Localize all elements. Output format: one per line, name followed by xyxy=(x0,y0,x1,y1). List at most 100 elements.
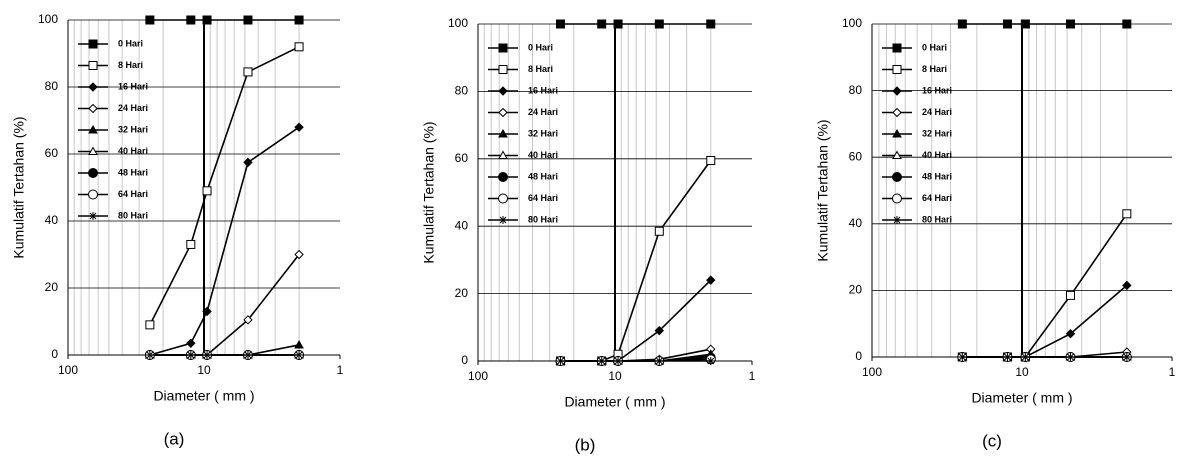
legend-label: 40 Hari xyxy=(118,146,148,156)
marker xyxy=(203,351,212,359)
legend-label: 48 Hari xyxy=(922,171,952,181)
marker xyxy=(88,61,98,70)
marker xyxy=(498,86,508,96)
marker xyxy=(706,155,716,165)
marker xyxy=(957,19,967,29)
y-tick-label: 80 xyxy=(849,83,863,97)
marker xyxy=(892,128,902,138)
marker xyxy=(145,15,155,25)
marker xyxy=(294,339,304,349)
y-axis-label: Kumulatif Tertahan (%) xyxy=(421,121,437,263)
legend-label: 24 Hari xyxy=(922,107,952,117)
marker xyxy=(88,146,98,155)
series-line xyxy=(962,284,1128,358)
x-tick-label: 1 xyxy=(1169,365,1176,379)
marker xyxy=(1066,353,1075,361)
marker xyxy=(186,239,196,249)
marker xyxy=(243,157,253,168)
marker xyxy=(654,19,664,29)
marker xyxy=(88,124,98,134)
legend-label: 48 Hari xyxy=(528,171,558,181)
marker xyxy=(892,150,902,159)
y-tick-label: 100 xyxy=(38,12,58,26)
legend-label: 32 Hari xyxy=(528,128,558,138)
legend-label: 0 Hari xyxy=(528,42,553,52)
marker xyxy=(706,19,716,29)
marker xyxy=(498,193,508,204)
legend-label: 32 Hari xyxy=(118,124,148,134)
y-tick-label: 20 xyxy=(849,283,863,297)
marker xyxy=(1122,209,1132,219)
marker xyxy=(498,150,508,159)
marker xyxy=(654,226,664,236)
marker xyxy=(893,216,901,224)
marker xyxy=(145,351,154,359)
y-tick-label: 0 xyxy=(51,347,58,361)
marker xyxy=(1021,353,1030,361)
legend-label: 80 Hari xyxy=(528,214,558,224)
marker xyxy=(1122,353,1131,361)
marker xyxy=(1003,353,1012,361)
marker xyxy=(1002,19,1012,29)
y-tick-label: 20 xyxy=(45,280,59,294)
marker xyxy=(613,19,623,29)
marker xyxy=(892,86,902,96)
y-tick-label: 60 xyxy=(849,149,863,163)
y-tick-label: 0 xyxy=(461,353,468,367)
caption: (a) xyxy=(164,429,185,448)
marker xyxy=(88,82,98,92)
legend-label: 16 Hari xyxy=(118,81,148,91)
caption: (c) xyxy=(982,431,1002,450)
series-line xyxy=(149,126,300,356)
legend-label: 16 Hari xyxy=(528,85,558,95)
legend-label: 48 Hari xyxy=(118,167,148,177)
marker xyxy=(294,249,304,260)
series-line xyxy=(149,344,300,356)
marker xyxy=(556,357,565,365)
marker xyxy=(892,65,902,74)
marker xyxy=(892,193,902,204)
marker xyxy=(958,353,967,361)
marker xyxy=(243,15,253,25)
marker xyxy=(1122,19,1132,29)
marker xyxy=(145,320,155,330)
y-tick-label: 100 xyxy=(448,16,468,30)
marker xyxy=(88,189,98,200)
legend-label: 32 Hari xyxy=(922,128,952,138)
marker xyxy=(614,357,623,365)
y-axis-label: Kumulatif Tertahan (%) xyxy=(11,116,27,258)
x-axis-label: Diameter ( mm ) xyxy=(153,388,254,404)
legend-label: 0 Hari xyxy=(118,38,143,48)
legend-label: 64 Hari xyxy=(118,189,148,199)
series-line xyxy=(149,254,300,356)
x-tick-label: 1 xyxy=(337,363,344,377)
marker xyxy=(294,15,304,25)
y-tick-label: 100 xyxy=(842,16,862,30)
marker xyxy=(706,275,716,285)
marker xyxy=(1020,19,1030,29)
y-tick-label: 40 xyxy=(455,218,469,232)
marker xyxy=(892,172,902,182)
y-tick-label: 60 xyxy=(45,146,59,160)
marker xyxy=(243,67,253,77)
y-tick-label: 40 xyxy=(849,216,863,230)
series-line xyxy=(962,213,1128,358)
legend-label: 8 Hari xyxy=(118,60,143,70)
marker xyxy=(892,43,902,53)
legend-label: 40 Hari xyxy=(528,150,558,160)
x-tick-label: 100 xyxy=(58,363,78,377)
marker xyxy=(186,338,196,348)
legend-label: 64 Hari xyxy=(528,193,558,203)
marker xyxy=(202,15,212,25)
marker xyxy=(186,15,196,25)
marker xyxy=(655,357,664,365)
x-tick-label: 10 xyxy=(608,369,622,383)
x-axis-label: Diameter ( mm ) xyxy=(564,394,665,410)
marker xyxy=(186,351,195,359)
caption: (b) xyxy=(575,435,596,454)
marker xyxy=(498,43,508,53)
x-tick-label: 1 xyxy=(749,369,756,383)
marker xyxy=(498,107,508,118)
y-tick-label: 60 xyxy=(455,151,469,165)
